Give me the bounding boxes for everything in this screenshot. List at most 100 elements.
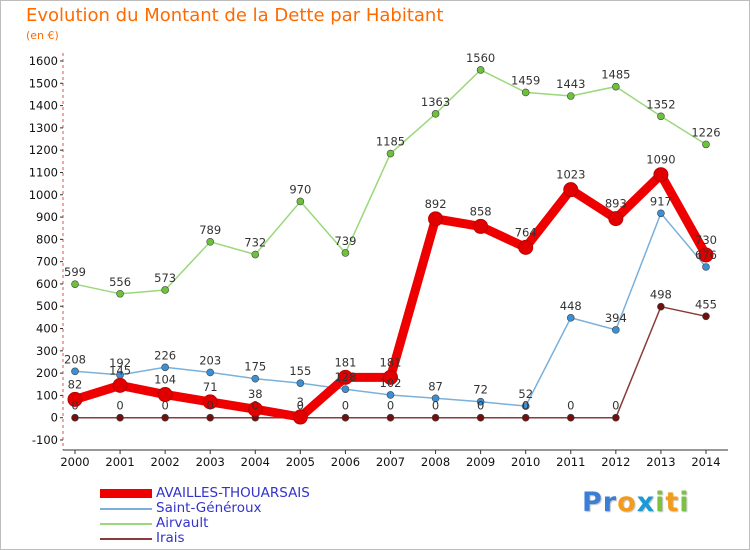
x-tick-label: 2014 (691, 455, 720, 469)
data-point-airvault[interactable] (251, 250, 260, 259)
y-tick-label: 300 (36, 344, 58, 358)
data-label-irais: 0 (522, 399, 529, 413)
data-point-airvault[interactable] (116, 289, 124, 298)
data-point-saint-generoux[interactable] (566, 314, 575, 322)
data-point-airvault[interactable] (431, 110, 440, 118)
data-label-airvault: 1185 (376, 135, 405, 149)
data-label-saint-generoux: 87 (428, 379, 443, 393)
data-label-airvault: 739 (334, 234, 356, 248)
data-point-availles-thouarsais[interactable] (337, 369, 353, 385)
data-point-irais[interactable] (702, 312, 710, 321)
x-tick-label: 2002 (150, 455, 179, 469)
data-point-saint-generoux[interactable] (386, 391, 395, 399)
data-label-availles-thouarsais: 181 (380, 355, 402, 369)
data-point-saint-generoux[interactable] (702, 263, 710, 271)
data-label-availles-thouarsais: 38 (248, 387, 263, 401)
data-point-availles-thouarsais[interactable] (112, 377, 128, 393)
data-point-availles-thouarsais[interactable] (202, 394, 218, 410)
data-point-airvault[interactable] (566, 92, 575, 100)
data-point-saint-generoux[interactable] (296, 379, 305, 387)
data-point-irais[interactable] (521, 413, 530, 422)
data-point-saint-generoux[interactable] (71, 367, 79, 376)
data-label-irais: 0 (612, 399, 619, 413)
data-label-irais: 0 (567, 399, 574, 413)
data-point-saint-generoux[interactable] (341, 385, 350, 393)
logo-letter: P (582, 487, 603, 518)
data-label-availles-thouarsais: 82 (68, 377, 83, 391)
data-label-irais: 0 (207, 399, 214, 413)
data-point-availles-thouarsais[interactable] (473, 218, 489, 234)
data-point-airvault[interactable] (657, 112, 665, 121)
legend-label-irais: Irais (156, 530, 185, 546)
data-point-irais[interactable] (386, 413, 395, 422)
data-point-availles-thouarsais[interactable] (382, 369, 398, 385)
data-point-availles-thouarsais[interactable] (608, 211, 624, 227)
data-point-irais[interactable] (71, 413, 79, 422)
data-point-saint-generoux[interactable] (476, 397, 485, 406)
data-label-availles-thouarsais: 3 (297, 395, 304, 409)
data-point-irais[interactable] (657, 302, 665, 311)
y-tick-label: 800 (36, 232, 58, 246)
data-point-saint-generoux[interactable] (161, 363, 169, 372)
y-tick-label: 1100 (29, 165, 58, 179)
data-point-airvault[interactable] (386, 149, 395, 158)
logo-letter: t (665, 487, 680, 518)
data-point-irais[interactable] (206, 413, 215, 422)
data-point-availles-thouarsais[interactable] (292, 409, 308, 425)
data-point-saint-generoux[interactable] (251, 374, 260, 383)
data-point-saint-generoux[interactable] (431, 394, 440, 403)
data-point-airvault[interactable] (612, 82, 620, 91)
data-label-irais: 0 (432, 399, 439, 413)
data-point-airvault[interactable] (71, 280, 79, 288)
legend-label-saint-generoux: Saint-Généroux (156, 500, 262, 516)
data-label-availles-thouarsais: 145 (109, 363, 131, 377)
logo-letter: o (617, 487, 637, 518)
data-point-availles-thouarsais[interactable] (653, 167, 669, 183)
data-point-availles-thouarsais[interactable] (563, 182, 579, 198)
data-point-airvault[interactable] (476, 66, 485, 74)
data-point-saint-generoux[interactable] (206, 368, 215, 377)
data-point-availles-thouarsais[interactable] (247, 401, 263, 417)
data-point-irais[interactable] (566, 413, 575, 422)
logo-letter: x (636, 487, 656, 518)
data-label-irais: 455 (695, 297, 717, 311)
data-point-availles-thouarsais[interactable] (157, 387, 173, 403)
data-label-availles-thouarsais: 1090 (646, 153, 675, 167)
data-label-saint-generoux: 917 (650, 194, 672, 208)
data-point-irais[interactable] (431, 413, 440, 422)
data-point-irais[interactable] (476, 413, 485, 422)
data-point-availles-thouarsais[interactable] (518, 239, 534, 255)
y-tick-label: 700 (36, 255, 58, 269)
data-label-irais: 0 (477, 399, 484, 413)
x-tick-label: 2005 (286, 455, 315, 469)
data-label-airvault: 556 (109, 275, 131, 289)
data-point-availles-thouarsais[interactable] (428, 211, 444, 227)
data-point-saint-generoux[interactable] (612, 326, 620, 334)
data-point-airvault[interactable] (702, 140, 710, 149)
y-tick-label: 1000 (29, 188, 58, 202)
data-point-availles-thouarsais[interactable] (698, 247, 714, 263)
data-point-airvault[interactable] (206, 238, 215, 246)
data-point-airvault[interactable] (341, 249, 350, 257)
y-tick-label: 600 (36, 277, 58, 291)
data-point-irais[interactable] (341, 413, 350, 422)
data-label-airvault: 789 (199, 223, 221, 237)
y-tick-label: 200 (36, 366, 58, 380)
data-point-irais[interactable] (161, 413, 169, 422)
logo-letter: r (602, 487, 618, 518)
data-point-saint-generoux[interactable] (657, 209, 665, 218)
data-point-airvault[interactable] (521, 88, 530, 97)
data-point-saint-generoux[interactable] (521, 402, 530, 410)
y-tick-label: -100 (32, 433, 58, 447)
data-point-irais[interactable] (612, 413, 620, 422)
data-label-airvault: 1363 (421, 95, 450, 109)
data-point-irais[interactable] (116, 413, 124, 422)
logo-letter: i (655, 487, 666, 518)
data-point-airvault[interactable] (296, 197, 305, 206)
legend-swatch-availles (100, 489, 152, 498)
data-point-availles-thouarsais[interactable] (67, 391, 83, 407)
data-label-irais: 498 (650, 288, 672, 302)
data-point-airvault[interactable] (161, 286, 169, 294)
data-label-airvault: 1352 (646, 97, 675, 111)
